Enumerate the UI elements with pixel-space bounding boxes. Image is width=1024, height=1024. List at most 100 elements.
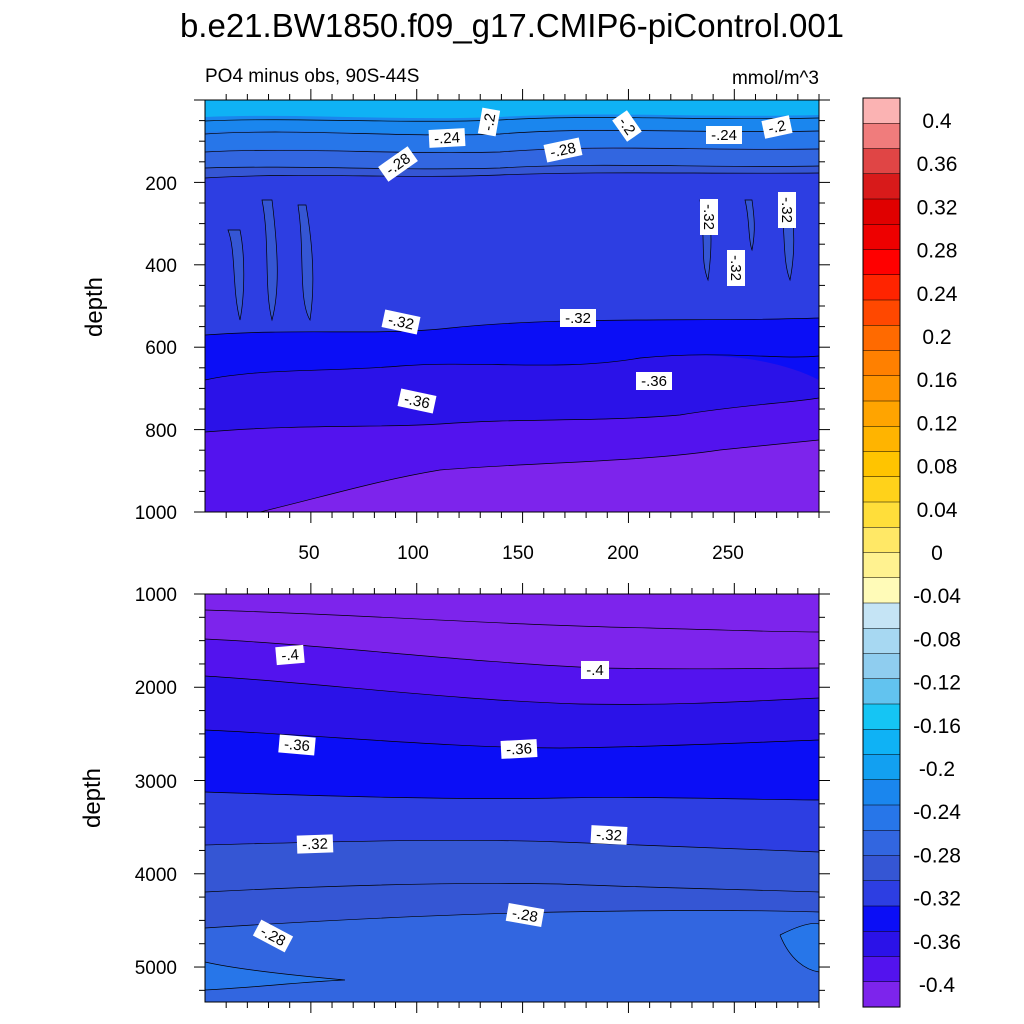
svg-text:-.24: -.24 <box>711 127 737 144</box>
svg-text:-.36: -.36 <box>641 373 667 390</box>
lower-ytick-label: 2000 <box>135 678 177 699</box>
colorbar-cell <box>862 274 901 301</box>
upper-ytick-label: 1000 <box>135 503 177 524</box>
upper-panel: 200 400 600 800 1000 50 100 150 200 250 … <box>81 89 830 564</box>
upper-contour-label: -.32 <box>778 192 796 228</box>
upper-contour-label: -.2 <box>612 110 642 142</box>
lower-ytick-label: 4000 <box>135 865 177 886</box>
lower-contour-label: -.32 <box>590 825 628 845</box>
colorbar-cell <box>862 577 901 604</box>
colorbar-cell <box>862 476 901 503</box>
colorbar-label: -0.12 <box>913 672 961 695</box>
svg-text:-.32: -.32 <box>700 204 717 230</box>
lower-ticks <box>194 583 830 1013</box>
colorbar-cell <box>862 653 901 680</box>
colorbar-cell <box>862 224 901 251</box>
upper-ticks <box>194 89 830 523</box>
upper-contour-label: -.32 <box>381 309 421 335</box>
colorbar-cell <box>862 981 901 1008</box>
colorbar-cell <box>862 779 901 806</box>
colorbar-label: 0.24 <box>917 283 958 306</box>
colorbar-cell <box>862 325 901 352</box>
upper-ytick-label: 400 <box>145 256 177 277</box>
upper-contour-fill <box>205 100 819 512</box>
upper-xtick-label: 200 <box>607 543 639 564</box>
colorbar-cell <box>862 729 901 756</box>
svg-text:-.28: -.28 <box>511 905 539 926</box>
colorbar-cell <box>862 956 901 983</box>
colorbar-label: -0.16 <box>913 715 961 738</box>
colorbar-label: 0.16 <box>917 369 958 392</box>
colorbar-cell <box>862 375 901 402</box>
upper-contour-label: -.24 <box>706 126 742 144</box>
colorbar-cell <box>862 148 901 175</box>
upper-ytick-label: 800 <box>145 421 177 442</box>
colorbar-label: 0.08 <box>917 456 958 479</box>
colorbar-label: 0.36 <box>917 153 958 176</box>
colorbar-cell <box>862 602 901 629</box>
colorbar-label: 0.04 <box>917 499 958 522</box>
colorbar-cell <box>862 527 901 554</box>
colorbar-cell <box>862 703 901 730</box>
lower-contour-label: -.4 <box>581 661 609 679</box>
colorbar-label: -0.04 <box>913 585 961 608</box>
colorbar-cell <box>862 97 901 124</box>
lower-contour-label: -.32 <box>296 834 334 854</box>
lower-panel: 1000 2000 3000 4000 5000 depth -.4 -.4 -… <box>79 583 830 1013</box>
svg-text:-.2: -.2 <box>767 117 788 137</box>
colorbar-label: 0.2 <box>922 326 951 349</box>
colorbar-cell <box>862 123 901 150</box>
upper-xtick-label: 250 <box>712 543 744 564</box>
colorbar-cell <box>862 905 901 932</box>
colorbar-cell <box>862 552 901 579</box>
upper-contour-label: -.36 <box>397 388 437 414</box>
colorbar-cell <box>862 501 901 528</box>
colorbar-cell <box>862 249 901 276</box>
colorbar-cell <box>862 173 901 200</box>
colorbar-cell <box>862 678 901 705</box>
colorbar-labels: 0.4 0.36 0.32 0.28 0.24 0.2 0.16 0.12 0.08 0.04 0 -… <box>913 110 961 997</box>
colorbar-frame <box>862 97 901 1008</box>
colorbar-label: -0.36 <box>913 931 961 954</box>
upper-contour-label: -.36 <box>636 372 672 390</box>
colorbar-cell <box>862 931 901 958</box>
colorbar-label: -0.2 <box>919 758 955 781</box>
colorbar-label: -0.08 <box>913 628 961 651</box>
upper-contour-label: -.2 <box>761 115 793 139</box>
svg-text:-.32: -.32 <box>778 197 795 223</box>
colorbar-cell <box>862 350 901 377</box>
colorbar-label: 0.4 <box>922 110 952 133</box>
lower-contour-label: -.4 <box>275 644 305 666</box>
colorbar-cell <box>862 426 901 453</box>
svg-text:-.32: -.32 <box>727 255 744 281</box>
colorbar-cell <box>862 830 901 857</box>
svg-text:-.36: -.36 <box>506 740 533 758</box>
figure-title: b.e21.BW1850.f09_g17.CMIP6-piControl.001 <box>180 7 844 44</box>
svg-text:-.4: -.4 <box>281 646 300 664</box>
colorbar-label: -0.32 <box>913 888 961 911</box>
svg-text:-.32: -.32 <box>596 826 623 844</box>
upper-ytick-label: 200 <box>145 174 177 195</box>
lower-ytick-label: 3000 <box>135 772 177 793</box>
colorbar-cell <box>862 804 901 831</box>
upper-xtick-label: 150 <box>502 543 534 564</box>
upper-contour-label: -.24 <box>428 128 466 148</box>
lower-plot-frame <box>204 593 820 1003</box>
svg-text:-.2: -.2 <box>615 114 639 138</box>
colorbar-label: 0.12 <box>917 412 958 435</box>
upper-contour-label: -.32 <box>700 199 718 235</box>
svg-text:-.36: -.36 <box>402 390 431 412</box>
colorbar-cell <box>862 855 901 882</box>
colorbar-cell <box>862 198 901 225</box>
lower-ylabel: depth <box>79 768 106 828</box>
svg-text:-.32: -.32 <box>302 836 328 854</box>
subtitle-left: PO4 minus obs, 90S-44S <box>205 66 419 87</box>
colorbar-cell <box>862 451 901 478</box>
colorbar-cell <box>862 299 901 326</box>
colorbar-label: -0.4 <box>919 974 956 997</box>
colorbar-label: 0 <box>931 542 943 565</box>
lower-contour-label: -.28 <box>505 903 545 927</box>
svg-text:-.28: -.28 <box>549 139 578 161</box>
upper-xtick-label: 50 <box>298 543 319 564</box>
